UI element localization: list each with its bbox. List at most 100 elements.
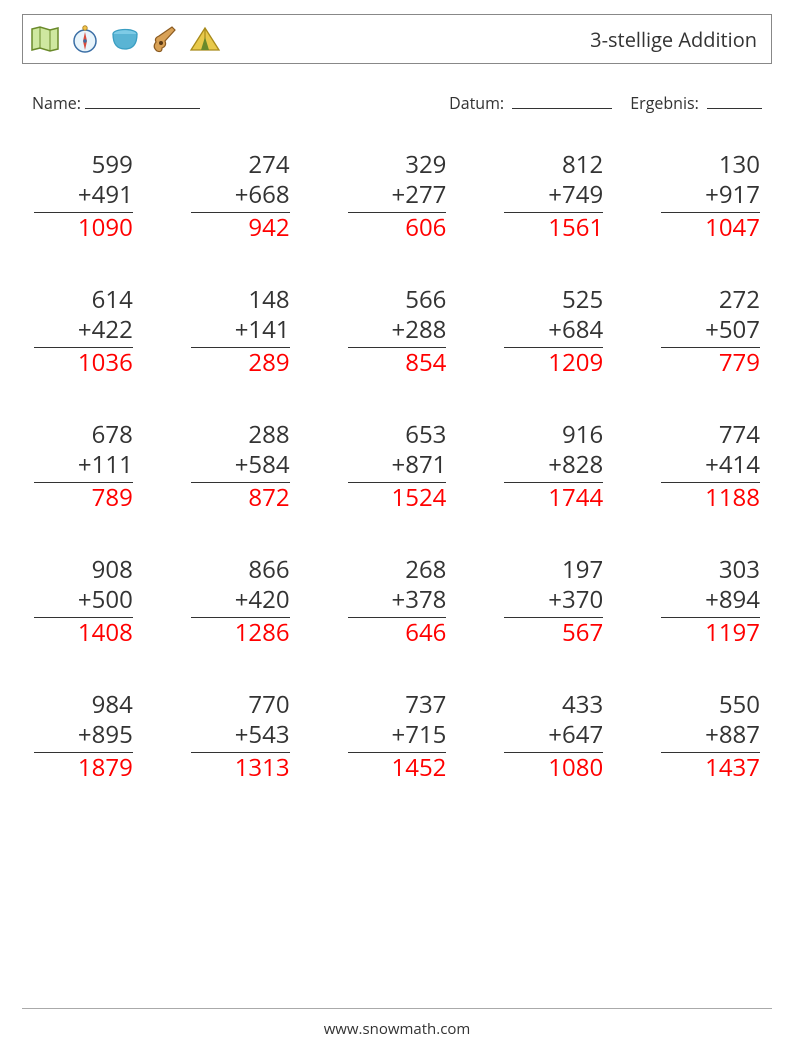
operand-b: +420 xyxy=(191,585,290,618)
answer: 606 xyxy=(348,213,447,243)
answer: 1188 xyxy=(661,483,760,513)
operand-b: +647 xyxy=(504,720,603,753)
operand-a: 272 xyxy=(661,285,760,315)
name-blank[interactable] xyxy=(85,93,200,109)
map-icon xyxy=(29,23,61,55)
operand-a: 268 xyxy=(348,555,447,585)
answer: 1197 xyxy=(661,618,760,648)
addition-problem: 599+4911090 xyxy=(28,150,139,243)
addition-problem: 678+111789 xyxy=(28,420,139,513)
operand-a: 770 xyxy=(191,690,290,720)
operand-a: 288 xyxy=(191,420,290,450)
addition-problem: 866+4201286 xyxy=(185,555,296,648)
answer: 942 xyxy=(191,213,290,243)
addition-problem: 433+6471080 xyxy=(498,690,609,783)
answer: 1080 xyxy=(504,753,603,783)
answer: 1313 xyxy=(191,753,290,783)
operand-b: +277 xyxy=(348,180,447,213)
footer-url: www.snowmath.com xyxy=(0,1019,794,1039)
answer: 854 xyxy=(348,348,447,378)
addition-problem: 737+7151452 xyxy=(342,690,453,783)
addition-problem: 774+4141188 xyxy=(655,420,766,513)
operand-a: 653 xyxy=(348,420,447,450)
addition-problem: 614+4221036 xyxy=(28,285,139,378)
operand-b: +491 xyxy=(34,180,133,213)
addition-problem: 329+277606 xyxy=(342,150,453,243)
operand-b: +715 xyxy=(348,720,447,753)
operand-a: 197 xyxy=(504,555,603,585)
operand-a: 148 xyxy=(191,285,290,315)
footer-rule xyxy=(22,1008,772,1009)
answer: 1286 xyxy=(191,618,290,648)
operand-a: 303 xyxy=(661,555,760,585)
addition-problem: 288+584872 xyxy=(185,420,296,513)
answer: 872 xyxy=(191,483,290,513)
operand-a: 566 xyxy=(348,285,447,315)
addition-problem: 525+6841209 xyxy=(498,285,609,378)
answer: 1209 xyxy=(504,348,603,378)
operand-a: 812 xyxy=(504,150,603,180)
operand-a: 614 xyxy=(34,285,133,315)
operand-a: 908 xyxy=(34,555,133,585)
operand-b: +141 xyxy=(191,315,290,348)
addition-problem: 770+5431313 xyxy=(185,690,296,783)
answer: 646 xyxy=(348,618,447,648)
operand-b: +378 xyxy=(348,585,447,618)
operand-a: 737 xyxy=(348,690,447,720)
result-blank[interactable] xyxy=(707,93,762,109)
operand-b: +500 xyxy=(34,585,133,618)
answer: 1036 xyxy=(34,348,133,378)
operand-b: +895 xyxy=(34,720,133,753)
operand-b: +887 xyxy=(661,720,760,753)
addition-problem: 653+8711524 xyxy=(342,420,453,513)
compass-icon xyxy=(69,23,101,55)
operand-a: 984 xyxy=(34,690,133,720)
answer: 1744 xyxy=(504,483,603,513)
operand-b: +288 xyxy=(348,315,447,348)
addition-problem: 130+9171047 xyxy=(655,150,766,243)
worksheet-title: 3-stellige Addition xyxy=(590,26,757,53)
operand-b: +749 xyxy=(504,180,603,213)
operand-b: +507 xyxy=(661,315,760,348)
operand-b: +584 xyxy=(191,450,290,483)
answer: 567 xyxy=(504,618,603,648)
addition-problem: 984+8951879 xyxy=(28,690,139,783)
answer: 1408 xyxy=(34,618,133,648)
answer: 1524 xyxy=(348,483,447,513)
info-line: Name: Datum: Ergebnis: xyxy=(32,92,762,114)
tent-icon xyxy=(189,23,221,55)
addition-problem: 197+370567 xyxy=(498,555,609,648)
name-label: Name: xyxy=(32,92,81,114)
answer: 779 xyxy=(661,348,760,378)
addition-problem: 268+378646 xyxy=(342,555,453,648)
operand-b: +422 xyxy=(34,315,133,348)
date-label: Datum: xyxy=(449,92,504,114)
operand-b: +828 xyxy=(504,450,603,483)
operand-b: +414 xyxy=(661,450,760,483)
addition-problem: 566+288854 xyxy=(342,285,453,378)
operand-b: +370 xyxy=(504,585,603,618)
operand-a: 916 xyxy=(504,420,603,450)
operand-a: 525 xyxy=(504,285,603,315)
answer: 1090 xyxy=(34,213,133,243)
operand-a: 329 xyxy=(348,150,447,180)
date-blank[interactable] xyxy=(512,93,612,109)
operand-b: +684 xyxy=(504,315,603,348)
operand-a: 433 xyxy=(504,690,603,720)
answer: 1437 xyxy=(661,753,760,783)
addition-problem: 916+8281744 xyxy=(498,420,609,513)
operand-a: 274 xyxy=(191,150,290,180)
problems-grid: 599+4911090274+668942329+277606812+74915… xyxy=(28,150,766,783)
answer: 1879 xyxy=(34,753,133,783)
guitar-icon xyxy=(149,23,181,55)
addition-problem: 148+141289 xyxy=(185,285,296,378)
operand-b: +668 xyxy=(191,180,290,213)
operand-a: 599 xyxy=(34,150,133,180)
operand-a: 866 xyxy=(191,555,290,585)
operand-a: 774 xyxy=(661,420,760,450)
operand-b: +871 xyxy=(348,450,447,483)
header-icons xyxy=(29,23,221,55)
answer: 1561 xyxy=(504,213,603,243)
addition-problem: 908+5001408 xyxy=(28,555,139,648)
answer: 1452 xyxy=(348,753,447,783)
